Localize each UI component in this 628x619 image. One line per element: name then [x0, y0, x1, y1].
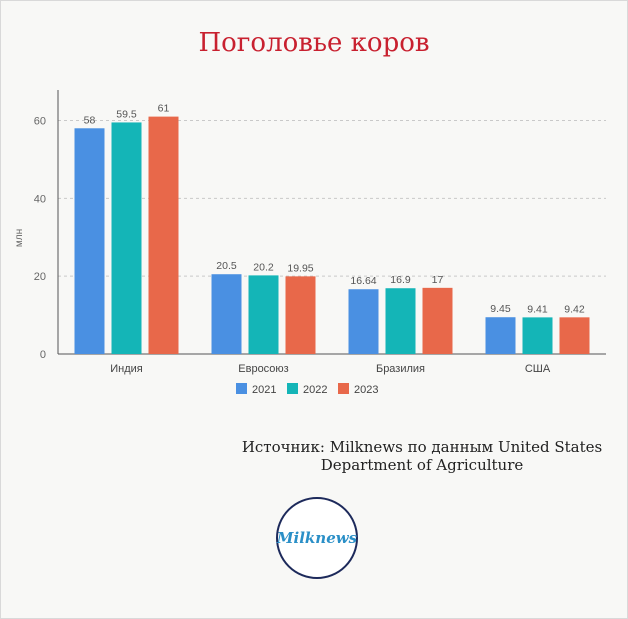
data-label: 9.45 [490, 303, 511, 315]
bar [211, 274, 242, 354]
bar [385, 288, 416, 354]
bar [422, 287, 453, 354]
data-label: 58 [84, 114, 96, 126]
bar [148, 116, 179, 354]
x-tick-label: США [525, 363, 551, 375]
data-label: 20.2 [253, 261, 274, 273]
bar [485, 317, 516, 354]
source-note: Источник: Milknews по данным United Stat… [236, 438, 608, 474]
data-label: 16.9 [390, 274, 411, 286]
source-line-2: Department of Agriculture [320, 456, 524, 474]
x-tick-label: Бразилия [376, 363, 425, 375]
data-label: 16.64 [350, 275, 376, 287]
data-label: 61 [158, 103, 170, 115]
bar [348, 289, 379, 354]
data-label: 19.95 [287, 262, 313, 274]
legend-label: 2021 [252, 384, 276, 396]
bar-chart: 0 20 40 60 млн 58 59.5 61 Индия 20.5 20.2 19.95 Евро… [14, 90, 606, 396]
bar [111, 122, 142, 354]
bar [248, 275, 279, 354]
data-label: 9.41 [527, 303, 548, 315]
y-axis-label: млн [14, 229, 25, 247]
x-tick-label: Евросоюз [238, 363, 288, 375]
chart-title: Поголовье коров [198, 28, 430, 58]
y-tick-label: 0 [40, 349, 46, 361]
y-tick-label: 40 [34, 193, 46, 205]
legend-label: 2022 [303, 384, 327, 396]
data-label: 9.42 [564, 303, 585, 315]
data-label: 20.5 [216, 260, 237, 272]
y-tick-label: 20 [34, 271, 46, 283]
bar [559, 317, 590, 354]
x-tick-label: Индия [110, 363, 143, 375]
y-tick-label: 60 [34, 116, 46, 128]
legend-swatch [287, 383, 298, 394]
legend-label: 2023 [354, 384, 378, 396]
source-line-1: Источник: Milknews по данным United Stat… [241, 438, 603, 456]
logo-text: Milknews [276, 529, 358, 547]
data-label: 17 [432, 274, 444, 286]
bar [522, 317, 553, 354]
legend-swatch [338, 383, 349, 394]
milknews-logo: Milknews [276, 497, 358, 579]
legend-swatch [236, 383, 247, 394]
bar [285, 276, 316, 354]
data-label: 59.5 [116, 108, 137, 120]
bar [74, 128, 105, 354]
